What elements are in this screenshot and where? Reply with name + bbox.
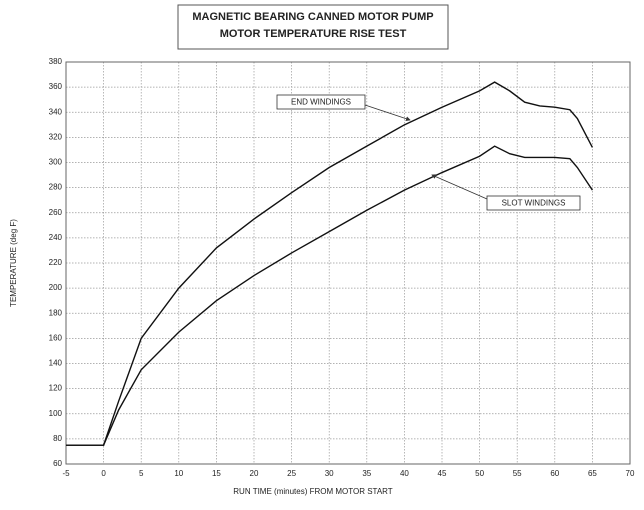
y-tick-label: 340 [49, 107, 63, 116]
x-tick-label: 30 [325, 469, 334, 478]
title-box [177, 4, 449, 50]
plot-frame [65, 61, 631, 465]
annotation-box [486, 195, 581, 211]
y-axis-label: TEMPERATURE (deg F) [9, 219, 18, 307]
y-tick-label: 60 [53, 459, 62, 468]
y-tick-label: 380 [49, 57, 63, 66]
y-tick-label: 220 [49, 258, 63, 267]
series-line [66, 145, 593, 446]
annotation: END WINDINGS [291, 98, 351, 107]
x-tick-label: 10 [174, 469, 183, 478]
series-line [66, 81, 594, 446]
y-tick-label: 200 [49, 283, 63, 292]
y-tick-label: 280 [49, 183, 63, 192]
y-tick-label: 80 [53, 434, 62, 443]
annotation-arrow [364, 104, 411, 122]
y-tick-label: 300 [49, 158, 63, 167]
y-tick-label: 100 [49, 409, 63, 418]
y-tick-label: 320 [49, 132, 63, 141]
x-tick-label: 70 [626, 469, 635, 478]
chart-title: MAGNETIC BEARING CANNED MOTOR PUMP [192, 11, 433, 23]
x-tick-label: 0 [101, 469, 106, 478]
y-tick-label: 240 [49, 233, 63, 242]
x-axis-label: RUN TIME (minutes) FROM MOTOR START [233, 487, 393, 496]
y-tick-label: 120 [49, 384, 63, 393]
x-tick-label: 50 [475, 469, 484, 478]
y-tick-label: 360 [49, 82, 63, 91]
x-tick-label: 60 [550, 469, 559, 478]
y-tick-label: 140 [49, 359, 63, 368]
y-tick-label: 260 [49, 208, 63, 217]
annotation-arrow [431, 174, 488, 200]
annotation: SLOT WINDINGS [502, 199, 566, 208]
x-tick-label: 25 [287, 469, 296, 478]
chart-title: MOTOR TEMPERATURE RISE TEST [220, 28, 407, 40]
x-tick-label: 35 [362, 469, 371, 478]
x-tick-label: 40 [400, 469, 409, 478]
y-tick-label: 180 [49, 308, 63, 317]
annotation-box [276, 94, 366, 110]
y-tick-label: 160 [49, 333, 63, 342]
x-tick-label: 5 [139, 469, 144, 478]
x-tick-label: 65 [588, 469, 597, 478]
x-tick-label: 15 [212, 469, 221, 478]
x-tick-label: 45 [438, 469, 447, 478]
x-tick-label: -5 [62, 469, 70, 478]
x-tick-label: 20 [250, 469, 259, 478]
x-tick-label: 55 [513, 469, 522, 478]
